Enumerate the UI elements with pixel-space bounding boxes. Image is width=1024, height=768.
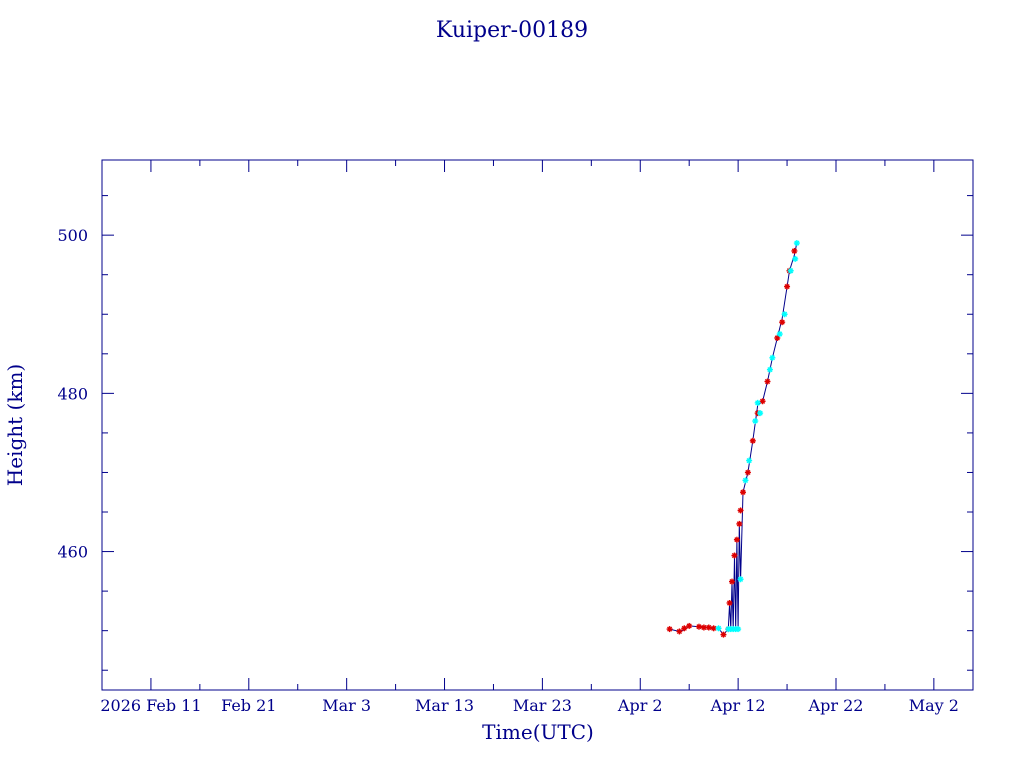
data-point <box>784 283 791 290</box>
data-point <box>791 247 798 254</box>
chart-title: Kuiper-00189 <box>436 18 588 43</box>
data-point <box>676 628 683 635</box>
data-point <box>735 626 742 633</box>
y-tick-label: 460 <box>57 543 88 562</box>
x-tick-label: Apr 12 <box>710 696 766 715</box>
x-axis-ticks <box>101 160 935 690</box>
data-point <box>759 398 766 405</box>
data-points <box>666 240 800 638</box>
data-point <box>793 240 800 247</box>
x-tick-label: Apr 22 <box>808 696 864 715</box>
y-tick-label: 500 <box>57 226 88 245</box>
x-tick-label: Mar 13 <box>415 696 474 715</box>
data-point <box>695 623 702 630</box>
data-point <box>792 255 799 262</box>
x-tick-label: May 2 <box>909 696 959 715</box>
data-point <box>757 410 764 417</box>
x-axis-label: Time(UTC) <box>482 720 594 744</box>
data-point <box>776 331 783 338</box>
x-tick-label: Apr 2 <box>617 696 663 715</box>
data-point <box>666 626 673 633</box>
data-point <box>754 399 761 406</box>
data-point <box>736 520 743 527</box>
data-point <box>749 437 756 444</box>
plot-frame <box>101 159 974 691</box>
series-connecting-line <box>669 243 798 636</box>
data-point <box>720 631 727 638</box>
data-point <box>781 311 788 318</box>
data-point <box>740 489 747 496</box>
data-point <box>769 354 776 361</box>
x-axis-tick-labels: 2026 Feb 11 Feb 21 Mar 3 Mar 13 Mar 23 Apr 2 A… <box>100 696 959 715</box>
data-point <box>733 536 740 543</box>
data-point <box>774 334 781 341</box>
y-tick-label: 480 <box>57 384 88 403</box>
x-tick-label: Mar 23 <box>513 696 572 715</box>
data-point <box>752 418 759 425</box>
y-axis-ticks <box>102 195 973 671</box>
data-point <box>746 457 753 464</box>
data-point <box>705 624 712 631</box>
data-point <box>766 366 773 373</box>
data-point <box>726 599 733 606</box>
data-point <box>787 267 794 274</box>
data-point <box>764 378 771 385</box>
data-point <box>779 319 786 326</box>
data-point <box>731 552 738 559</box>
data-point <box>737 507 744 514</box>
x-tick-label: Mar 3 <box>322 696 371 715</box>
y-axis-tick-labels: 460 480 500 <box>57 226 88 561</box>
data-point <box>729 578 736 585</box>
data-point <box>742 477 749 484</box>
data-point <box>744 469 751 476</box>
data-point <box>686 622 693 629</box>
data-point <box>737 576 744 583</box>
data-point <box>715 625 722 632</box>
y-axis-label: Height (km) <box>3 364 27 486</box>
x-tick-label: 2026 Feb 11 <box>100 696 201 715</box>
data-point <box>681 625 688 632</box>
x-tick-label: Feb 21 <box>221 696 276 715</box>
